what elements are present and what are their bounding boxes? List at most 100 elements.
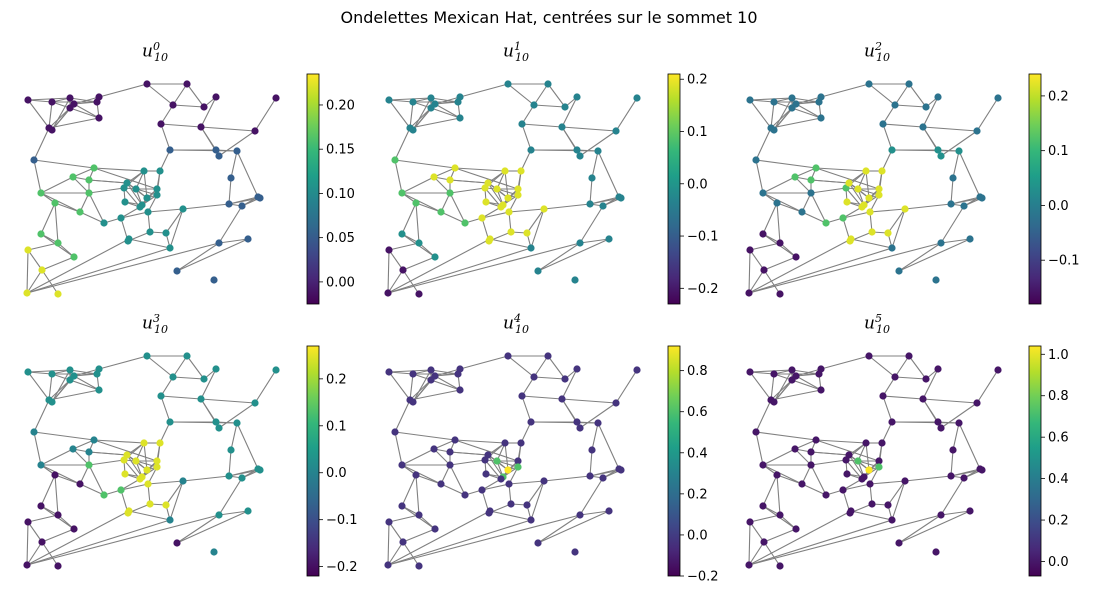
graph-edge [547, 355, 566, 380]
title-var: u [142, 41, 153, 62]
graph-edge [172, 83, 188, 106]
graph-edge [521, 395, 563, 400]
graph-node [792, 253, 800, 261]
graph-node [919, 123, 927, 131]
graph-node [225, 200, 233, 208]
graph-node [868, 228, 876, 236]
graph-edge [794, 448, 812, 466]
graph-edge [228, 449, 232, 477]
graph-node [183, 352, 191, 360]
graph-edge [579, 402, 617, 429]
graph-edge [41, 541, 59, 567]
graph-edge [526, 480, 545, 506]
graph-node [95, 114, 103, 122]
graph-node [210, 548, 218, 556]
graph-node [399, 538, 407, 546]
graph-node [157, 120, 165, 128]
graph-node [633, 94, 641, 102]
graph-node [409, 370, 417, 378]
panel-u10-3: u310 −0.2 −0.1 0.0 0.1 0.2 [0, 312, 360, 582]
graph-node [817, 386, 825, 394]
graph-node [937, 239, 945, 247]
graph-node [123, 451, 131, 459]
graph-node [140, 167, 148, 175]
colorbar [1028, 345, 1042, 577]
graph-node [865, 194, 873, 202]
graph-node [212, 93, 220, 101]
graph-edge [409, 101, 414, 129]
colorbar [1028, 73, 1042, 305]
graph-node [792, 372, 800, 380]
graph-edge [401, 192, 442, 213]
graph-node [215, 152, 223, 160]
graph-edge [898, 514, 942, 544]
graph-edge [402, 269, 420, 295]
graph-edge [401, 176, 435, 194]
graph-edge [54, 474, 81, 485]
network-plot: 0.00 0.05 0.10 0.15 0.20 [23, 73, 355, 305]
graph-node [446, 448, 454, 456]
graph-node [461, 491, 469, 499]
graph-node [244, 235, 252, 243]
graph-edge [481, 206, 502, 219]
graph-edge [88, 192, 105, 224]
graph-edge [869, 208, 906, 213]
graph-node [934, 418, 942, 426]
graph-edge [815, 167, 867, 172]
graph-node [599, 474, 607, 482]
graph-edge [748, 521, 751, 566]
graph-node [66, 366, 74, 374]
graph-edge [521, 104, 535, 125]
graph-node [901, 477, 909, 485]
graph-edge [79, 211, 105, 224]
graph-node [973, 127, 981, 135]
graph-node [773, 199, 781, 207]
graph-node [391, 156, 399, 164]
graph-edge [561, 126, 617, 132]
graph-edge [430, 97, 459, 103]
graph-edge [976, 369, 999, 404]
title-sup: 5 [874, 312, 882, 325]
graph-edge [160, 123, 171, 151]
graph-edge [770, 101, 775, 129]
graph-node [415, 290, 423, 298]
graph-node [215, 424, 223, 432]
graph-edge [120, 206, 141, 219]
graph-node [30, 156, 38, 164]
graph-node [140, 439, 148, 447]
graph-node [482, 470, 490, 478]
graph-edge [487, 182, 504, 206]
graph-node [994, 94, 1002, 102]
graph-node [518, 120, 526, 128]
graph-edge [773, 369, 793, 403]
graph-edge [434, 373, 459, 377]
graph-edge [433, 448, 451, 466]
graph-node [612, 127, 620, 135]
graph-node [934, 146, 942, 154]
graph-edge [755, 159, 764, 194]
graph-node [759, 502, 767, 510]
graph-edge [172, 355, 188, 378]
graph-edge [93, 439, 158, 462]
colorbar-tick-label: −0.1 [687, 230, 719, 245]
graph-node [486, 507, 494, 515]
graph-node [865, 352, 873, 360]
graph-edge [88, 464, 105, 496]
graph-edge [908, 83, 927, 108]
colorbar-tick-label: 0.2 [326, 372, 347, 387]
title-var: u [864, 313, 875, 334]
graph-node [530, 101, 538, 109]
network-plot: −0.1 0.0 0.1 0.2 [745, 73, 1080, 305]
graph-edge [459, 83, 509, 98]
graph-edge [236, 422, 259, 470]
graph-node [573, 365, 581, 373]
graph-edge [26, 249, 29, 294]
graph-edge [33, 127, 50, 161]
graph-edge [98, 355, 148, 370]
graph-node [792, 525, 800, 533]
graph-edge [54, 202, 81, 213]
graph-node [817, 365, 825, 373]
network-plot: −0.2 0.0 0.2 0.4 0.6 0.8 [384, 345, 719, 585]
graph-node [399, 266, 407, 274]
graph-edge [521, 123, 563, 128]
